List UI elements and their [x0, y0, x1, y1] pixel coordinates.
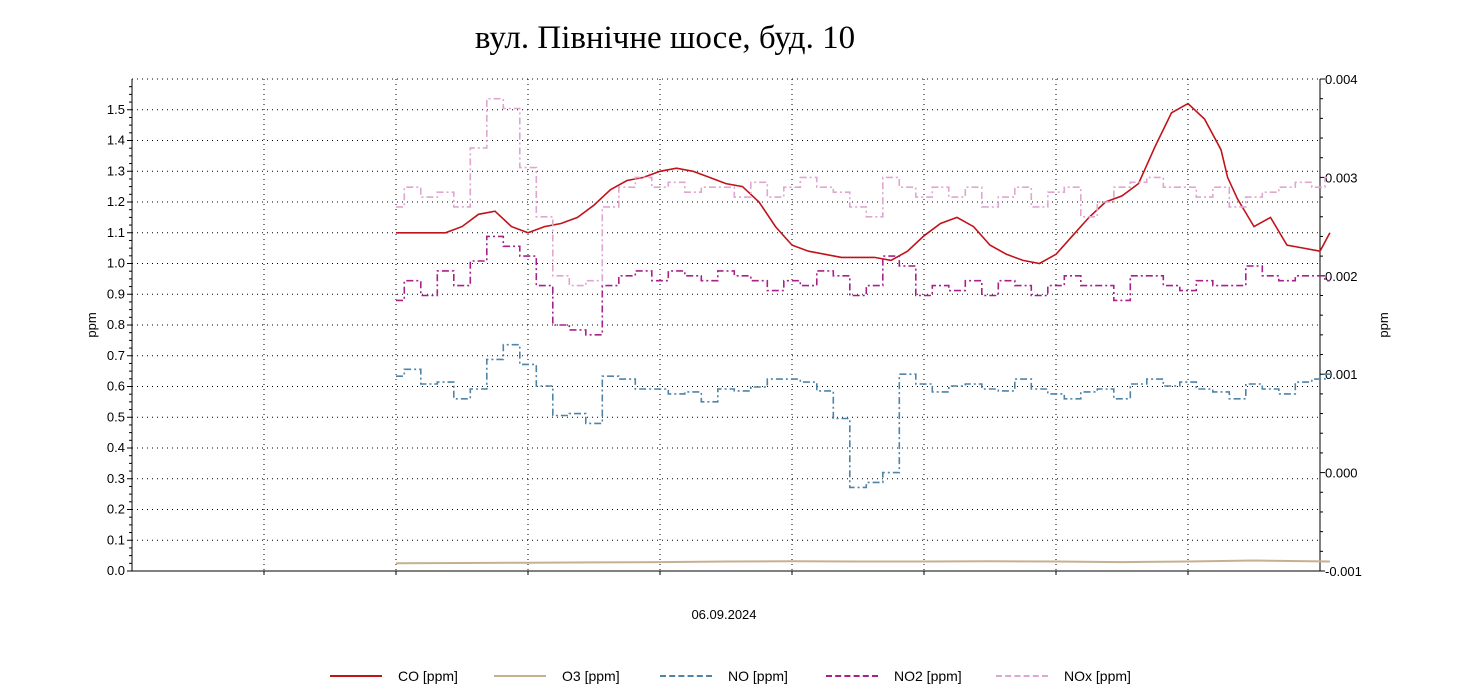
y2-tick-label: 0.001: [1325, 367, 1358, 382]
y-tick-label: 0.3: [107, 471, 125, 486]
series-line-no2: [396, 235, 1330, 336]
series-line-co: [396, 102, 1331, 265]
y-tick-label: 1.5: [107, 102, 125, 117]
series-line-nox: [396, 97, 1330, 287]
y-tick-label: 0.4: [107, 440, 125, 455]
chart-title: вул. Північне шосе, буд. 10: [474, 20, 856, 56]
tick-labels: 0.0 0.1 0.2 0.3 0.4 0.5 0.6 0.7 0.8 0.9 1.0 1.1 1.2 1…: [107, 72, 1362, 579]
y-tick-label: 1.4: [107, 133, 125, 148]
y-tick-label: 1.3: [107, 163, 125, 178]
grid-lines: [132, 78, 1320, 571]
y-axis-label-right: ppm: [1376, 312, 1391, 337]
y-tick-label: 1.2: [107, 194, 125, 209]
legend-label: CO [ppm]: [398, 668, 458, 684]
y-axis-label-left: ppm: [84, 312, 99, 337]
x-axis-date-label: 06.09.2024: [691, 607, 756, 622]
y2-tick-label: -0.001: [1325, 564, 1362, 579]
tick-marks: [127, 78, 1325, 575]
legend: CO [ppm] O3 [ppm] NO [ppm] NO2 [ppm] NOx [pp…: [0, 662, 1471, 690]
legend-item-no2: NO2 [ppm]: [826, 662, 962, 690]
legend-item-no: NO [ppm]: [660, 662, 788, 690]
series-line-o3: [395, 559, 1330, 565]
legend-swatch: [826, 675, 878, 677]
y-tick-label: 0.2: [107, 502, 125, 517]
y-tick-label: 1.1: [107, 225, 125, 240]
y-tick-label: 0.5: [107, 409, 125, 424]
y-tick-label: 0.1: [107, 532, 125, 547]
legend-item-co: CO [ppm]: [330, 662, 458, 690]
series-lines: [395, 97, 1331, 565]
y2-tick-label: 0.004: [1325, 72, 1358, 87]
legend-label: NOx [ppm]: [1064, 668, 1131, 684]
y-tick-label: 0.9: [107, 286, 125, 301]
legend-swatch: [996, 675, 1048, 677]
y-tick-label: 1.0: [107, 256, 125, 271]
y2-tick-label: 0.000: [1325, 466, 1358, 481]
y-tick-label: 0.8: [107, 317, 125, 332]
y2-tick-label: 0.003: [1325, 170, 1358, 185]
legend-label: O3 [ppm]: [562, 668, 620, 684]
y-tick-label: 0.7: [107, 348, 125, 363]
y2-tick-label: 0.002: [1325, 269, 1358, 284]
legend-item-o3: O3 [ppm]: [494, 662, 620, 690]
legend-swatch: [494, 675, 546, 677]
legend-swatch: [330, 675, 382, 677]
legend-item-nox: NOx [ppm]: [996, 662, 1131, 690]
y-tick-label: 0.6: [107, 379, 125, 394]
series-line-no: [396, 343, 1330, 489]
legend-label: NO2 [ppm]: [894, 668, 962, 684]
legend-label: NO [ppm]: [728, 668, 788, 684]
legend-swatch: [660, 675, 712, 677]
axes: [131, 79, 1321, 572]
y-tick-label: 0.0: [107, 563, 125, 578]
